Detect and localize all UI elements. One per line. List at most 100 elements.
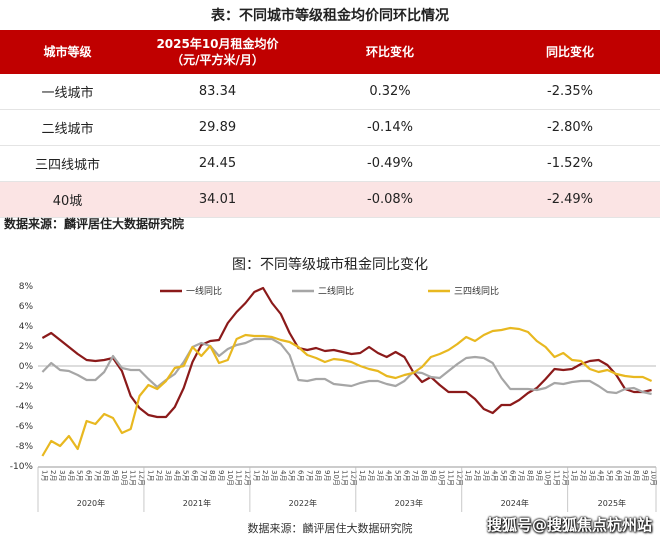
x-tick-label: 10月 [650, 470, 658, 486]
x-tick-label: 5月 [394, 470, 402, 481]
cell-city: 三四线城市 [0, 145, 135, 182]
x-tick-label: 3月 [482, 470, 490, 481]
y-tick-label: 0% [19, 362, 34, 372]
series-line-1 [41, 286, 652, 419]
chart-title: 图：不同等级城市租金同比变化 [232, 257, 428, 273]
x-tick-label: 10月 [438, 470, 446, 486]
x-tick-label: 5月 [605, 470, 613, 481]
x-tick-label: 7月 [411, 470, 419, 481]
table-row: 一线城市 83.34 0.32% -2.35% [0, 74, 660, 110]
header-yoy: 同比变化 [480, 30, 660, 74]
series-line-3 [41, 326, 653, 457]
x-tick-label: 11月 [552, 470, 560, 486]
x-tick-label: 6月 [614, 470, 622, 481]
rent-table: 城市等级 2025年10月租金均价 （元/平方米/月） 环比变化 同比变化 一线… [0, 30, 660, 218]
year-label: 2021年 [183, 498, 211, 508]
x-tick-label: 5月 [182, 470, 190, 481]
x-tick-label: 1月 [464, 470, 472, 481]
x-tick-label: 1月 [358, 470, 366, 481]
x-tick-label: 1月 [146, 470, 154, 481]
x-tick-label: 3月 [164, 470, 172, 481]
table-title: 表：不同城市等级租金均价同环比情况 [211, 8, 449, 24]
x-tick-label: 12月 [138, 470, 146, 486]
cell-yoy: -2.49% [480, 181, 660, 218]
x-tick-label: 11月 [341, 470, 349, 486]
x-tick-label: 3月 [270, 470, 278, 481]
header-avg-price-line2: （元/平方米/月） [171, 53, 264, 67]
y-tick-label: 6% [19, 302, 34, 312]
x-tick-label: 2月 [473, 470, 481, 481]
year-label: 2024年 [501, 498, 529, 508]
header-mom: 环比变化 [300, 30, 480, 74]
y-tick-label: -2% [15, 382, 33, 392]
year-label: 2022年 [289, 498, 317, 508]
watermark: 搜狐号@搜狐焦点杭州站 [486, 516, 652, 534]
cell-price: 34.01 [135, 181, 300, 218]
table-row-highlight: 40城 34.01 -0.08% -2.49% [0, 181, 660, 218]
cell-price: 29.89 [135, 109, 300, 146]
x-tick-label: 6月 [296, 470, 304, 481]
x-tick-label: 7月 [623, 470, 631, 481]
year-label: 2020年 [77, 498, 105, 508]
x-tick-label: 9月 [323, 470, 331, 481]
x-tick-label: 5月 [288, 470, 296, 481]
x-tick-label: 8月 [314, 470, 322, 481]
x-tick-label: 12月 [455, 470, 463, 486]
cell-yoy: -1.52% [480, 145, 660, 182]
cell-mom: 0.32% [300, 74, 480, 110]
x-tick-label: 4月 [385, 470, 393, 481]
cell-mom: -0.49% [300, 145, 480, 182]
x-tick-label: 10月 [544, 470, 552, 486]
line-chart: -10%-8%-6%-4%-2%0%2%4%6%8%1月 2月 3月 4月 5月 6月 7月… [10, 282, 658, 512]
cell-mom: -0.14% [300, 109, 480, 146]
x-tick-label: 5月 [76, 470, 84, 481]
table-row: 二线城市 29.89 -0.14% -2.80% [0, 109, 660, 146]
table-header-row: 城市等级 2025年10月租金均价 （元/平方米/月） 环比变化 同比变化 [0, 30, 660, 74]
cell-city: 二线城市 [0, 109, 135, 146]
x-tick-label: 6月 [508, 470, 516, 481]
x-tick-label: 8月 [632, 470, 640, 481]
y-tick-label: -6% [15, 422, 33, 432]
x-tick-label: 1月 [40, 470, 48, 481]
x-tick-label: 2月 [367, 470, 375, 481]
x-tick-label: 9月 [429, 470, 437, 481]
legend-label: 二线同比 [318, 285, 354, 297]
x-tick-label: 4月 [67, 470, 75, 481]
cell-yoy: -2.80% [480, 109, 660, 146]
header-avg-price: 2025年10月租金均价 （元/平方米/月） [135, 30, 300, 74]
y-tick-label: 2% [19, 342, 34, 352]
x-tick-label: 10月 [226, 470, 234, 486]
x-tick-label: 8月 [526, 470, 534, 481]
x-tick-label: 4月 [597, 470, 605, 481]
x-tick-label: 8月 [102, 470, 110, 481]
cell-price: 24.45 [135, 145, 300, 182]
y-tick-label: 8% [19, 282, 34, 292]
x-tick-label: 6月 [191, 470, 199, 481]
x-tick-label: 8月 [208, 470, 216, 481]
cell-city: 一线城市 [0, 74, 135, 110]
x-tick-label: 1月 [252, 470, 260, 481]
x-tick-label: 7月 [199, 470, 207, 481]
x-tick-label: 3月 [58, 470, 66, 481]
header-city-tier: 城市等级 [0, 30, 135, 74]
legend-label: 三四线同比 [454, 285, 499, 297]
x-tick-label: 1月 [570, 470, 578, 481]
x-tick-label: 6月 [402, 470, 410, 481]
x-tick-label: 10月 [332, 470, 340, 486]
x-tick-label: 2月 [155, 470, 163, 481]
year-label: 2025年 [598, 498, 626, 508]
year-label: 2023年 [395, 498, 423, 508]
x-tick-label: 12月 [561, 470, 569, 486]
x-tick-label: 11月 [235, 470, 243, 486]
cell-yoy: -2.35% [480, 74, 660, 110]
y-tick-label: -8% [15, 442, 33, 452]
x-tick-label: 4月 [173, 470, 181, 481]
x-tick-label: 10月 [120, 470, 128, 486]
x-tick-label: 3月 [588, 470, 596, 481]
y-tick-label: 4% [19, 322, 34, 332]
table-row: 三四线城市 24.45 -0.49% -1.52% [0, 145, 660, 182]
y-tick-label: -4% [15, 402, 33, 412]
x-tick-label: 7月 [305, 470, 313, 481]
x-tick-label: 12月 [349, 470, 357, 486]
header-avg-price-line1: 2025年10月租金均价 [156, 37, 279, 51]
